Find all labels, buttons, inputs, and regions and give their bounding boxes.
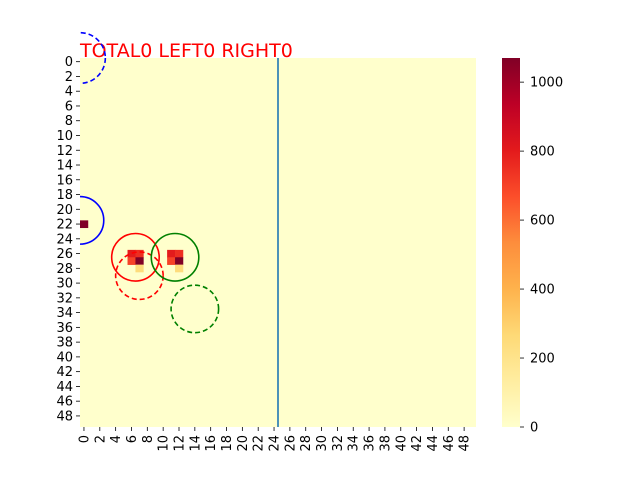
heatmap-cells [80,220,184,273]
y-tick-label: 14 [56,159,73,174]
heatmap-cell [175,257,184,265]
x-tick-label: 38 [378,435,393,452]
x-tick-label: 8 [141,435,156,443]
x-tick-label: 2 [93,435,108,443]
marker-circles [80,31,220,334]
y-tick-label: 32 [56,291,73,306]
marker-circle [110,232,161,282]
x-tick-label: 20 [236,435,251,452]
y-tick-label: 18 [56,188,73,203]
heatmap-cell [127,257,136,265]
x-tick-label: 0 [77,435,92,443]
y-tick-label: 20 [56,203,73,218]
colorbar-tick-label: 200 [530,352,555,367]
x-axis: 0 2 4 6 8 10 12 14 16 18 20 22 24 26 28 30 32 34 36 38 40 42 4… [77,427,473,452]
x-tick-label: 42 [410,435,425,452]
heatmap-cell [80,220,89,229]
heatmap-cell [127,249,136,258]
x-tick-label: 12 [173,435,188,452]
heatmap-cell [175,249,184,258]
x-tick-label: 26 [283,435,298,452]
x-tick-label: 14 [188,435,203,452]
x-tick-label: 10 [157,435,172,452]
x-tick-label: 24 [268,435,283,452]
y-tick-label: 46 [56,395,73,410]
heatmap-cell [167,249,176,258]
heatmap-cell [135,249,144,258]
x-tick-label: 32 [331,435,346,452]
colorbar [502,58,520,427]
y-tick-label: 28 [56,262,73,277]
x-tick-label: 22 [252,435,267,452]
colorbar-tick-label: 800 [530,145,555,160]
y-tick-label: 2 [65,70,73,85]
marker-circle [80,195,105,245]
heatmap-cell [175,264,184,273]
marker-circle [150,232,200,282]
x-tick-label: 6 [125,435,140,443]
y-tick-label: 42 [56,365,73,380]
chart-title: TOTAL0 LEFT0 RIGHT0 [79,40,293,62]
x-tick-label: 36 [363,435,378,452]
colorbar-tick-label: 0 [530,421,538,436]
x-tick-label: 30 [315,435,330,452]
y-tick-label: 10 [56,129,73,144]
y-tick-label: 26 [56,247,73,262]
y-tick-label: 12 [56,144,73,159]
x-tick-label: 4 [109,435,124,443]
y-tick-label: 6 [65,99,73,114]
y-tick-label: 40 [56,350,73,365]
y-tick-label: 36 [56,321,73,336]
y-tick-label: 16 [56,173,73,188]
x-tick-label: 44 [426,435,441,452]
colorbar-axis: 0 200 400 600 800 1000 [520,76,563,436]
y-tick-label: 38 [56,336,73,351]
x-tick-label: 46 [442,435,457,452]
y-tick-label: 8 [65,114,73,129]
y-tick-label: 4 [65,85,73,100]
heatmap-cell [135,264,144,273]
marker-circle [170,284,220,334]
x-tick-label: 28 [299,435,314,452]
y-axis: 0246810121416182022242628303234363840424… [56,55,80,424]
y-tick-label: 30 [56,277,73,292]
heatmap-cell [167,257,176,265]
colorbar-tick-label: 600 [530,214,555,229]
y-tick-label: 22 [56,218,73,233]
y-tick-label: 0 [65,55,73,70]
x-tick-label: 34 [347,435,362,452]
marker-circle [114,251,164,301]
y-tick-label: 48 [56,409,73,424]
x-tick-label: 48 [458,435,473,452]
heatmap-cell [135,257,144,265]
colorbar-tick-label: 1000 [530,76,563,91]
x-tick-label: 18 [220,435,235,452]
x-tick-label: 40 [394,435,409,452]
y-tick-label: 34 [56,306,73,321]
colorbar-tick-label: 400 [530,283,555,298]
y-tick-label: 24 [56,232,73,247]
marker-circle [80,31,107,85]
y-tick-label: 44 [56,380,73,395]
x-tick-label: 16 [204,435,219,452]
